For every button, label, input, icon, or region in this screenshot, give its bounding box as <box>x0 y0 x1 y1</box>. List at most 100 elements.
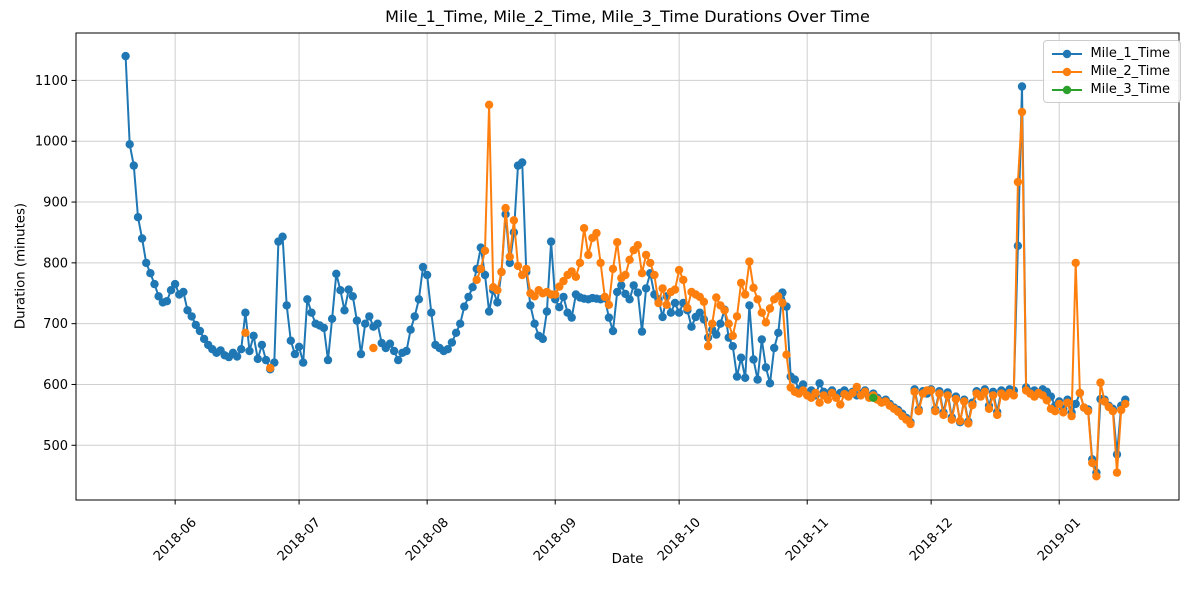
data-point-marker <box>555 303 564 312</box>
data-point-marker <box>753 375 762 384</box>
data-point-marker <box>716 319 725 328</box>
data-point-marker <box>749 283 758 292</box>
data-point-marker <box>670 285 680 294</box>
data-point-marker <box>765 304 775 313</box>
data-point-marker <box>604 300 614 309</box>
data-point-marker <box>1055 399 1064 409</box>
data-point-marker <box>451 328 461 337</box>
data-point-marker <box>575 258 585 268</box>
y-tick-label: 800 <box>43 256 68 271</box>
tick-marks <box>71 79 1060 505</box>
data-point-marker <box>513 261 523 271</box>
data-point-marker <box>443 345 452 354</box>
data-point-marker <box>336 286 345 295</box>
legend-line-marker-icon <box>1052 67 1083 76</box>
data-point-marker <box>778 298 787 308</box>
data-point-marker <box>282 301 291 310</box>
data-point-marker <box>286 336 295 345</box>
data-point-marker <box>637 327 647 336</box>
data-point-marker <box>237 345 246 354</box>
data-point-marker <box>497 267 506 277</box>
data-point-marker <box>770 343 779 353</box>
data-point-marker <box>712 293 721 302</box>
data-point-marker <box>571 272 581 281</box>
data-point-marker <box>170 279 180 289</box>
data-point-marker <box>1017 107 1027 117</box>
data-point-marker <box>761 363 771 372</box>
data-point-marker <box>166 286 176 295</box>
data-point-marker <box>567 313 576 322</box>
y-tick-label: 500 <box>43 439 68 454</box>
data-point-marker <box>241 308 250 317</box>
data-point-marker <box>348 292 357 301</box>
data-point-marker <box>633 288 642 297</box>
data-point-marker <box>621 270 630 280</box>
data-point-marker <box>526 301 535 310</box>
data-point-marker <box>427 308 436 317</box>
data-point-marker <box>352 316 362 325</box>
data-point-marker <box>596 258 605 268</box>
data-point-marker <box>538 334 547 344</box>
data-point-marker <box>1013 241 1023 250</box>
data-point-marker <box>1088 458 1097 468</box>
data-point-marker <box>650 270 659 280</box>
data-point-marker <box>732 312 742 321</box>
data-point-marker <box>712 330 721 339</box>
data-point-marker <box>340 306 349 315</box>
axes-frame <box>75 32 1180 501</box>
data-point-marker <box>625 255 634 264</box>
data-point-marker <box>860 387 870 396</box>
data-point-marker <box>422 270 432 280</box>
data-point-marker <box>931 407 940 416</box>
data-point-marker <box>319 323 329 333</box>
y-tick-label: 700 <box>43 317 68 332</box>
data-point-marker <box>815 379 824 388</box>
data-point-marker <box>150 279 159 289</box>
data-point-marker <box>662 300 671 309</box>
data-point-marker <box>823 395 833 404</box>
data-point-marker <box>530 319 539 328</box>
data-point-marker <box>241 328 250 337</box>
data-point-marker <box>468 283 477 292</box>
y-tick-labels: 500 600 700 800 900 1000 1100 <box>35 74 68 454</box>
data-point-marker <box>551 290 560 299</box>
data-point-marker <box>608 326 618 336</box>
gridlines <box>76 33 1179 500</box>
series-mile_1_time <box>121 51 1130 477</box>
data-point-marker <box>484 100 494 110</box>
data-point-marker <box>476 264 485 274</box>
data-point-marker <box>1112 468 1122 477</box>
data-point-marker <box>852 382 861 392</box>
legend-label: Mile_3_Time <box>1090 82 1170 97</box>
data-point-marker <box>658 312 667 322</box>
data-point-marker <box>472 275 481 285</box>
data-point-marker <box>782 350 791 359</box>
data-point-marker <box>728 342 737 351</box>
data-point-marker <box>199 334 209 344</box>
data-point-marker <box>836 400 845 409</box>
data-point-marker <box>741 373 750 382</box>
data-point-marker <box>683 303 692 312</box>
data-point-marker <box>480 270 490 280</box>
data-point-marker <box>745 301 754 310</box>
data-point-marker <box>1096 378 1105 387</box>
data-point-marker <box>613 238 622 247</box>
data-point-marker <box>307 308 316 317</box>
data-point-marker <box>253 354 262 364</box>
data-point-marker <box>935 389 944 398</box>
data-point-marker <box>670 298 680 308</box>
data-point-marker <box>447 338 457 347</box>
data-point-marker <box>790 375 799 384</box>
data-point-marker <box>365 312 374 321</box>
data-point-marker <box>1092 472 1101 481</box>
data-point-marker <box>418 262 428 272</box>
data-point-marker <box>732 372 742 381</box>
data-point-marker <box>385 339 395 348</box>
data-point-marker <box>278 232 287 241</box>
data-point-marker <box>654 298 663 308</box>
data-point-marker <box>133 213 143 222</box>
data-point-marker <box>968 400 977 410</box>
data-point-marker <box>546 237 556 246</box>
data-point-marker <box>257 340 267 350</box>
